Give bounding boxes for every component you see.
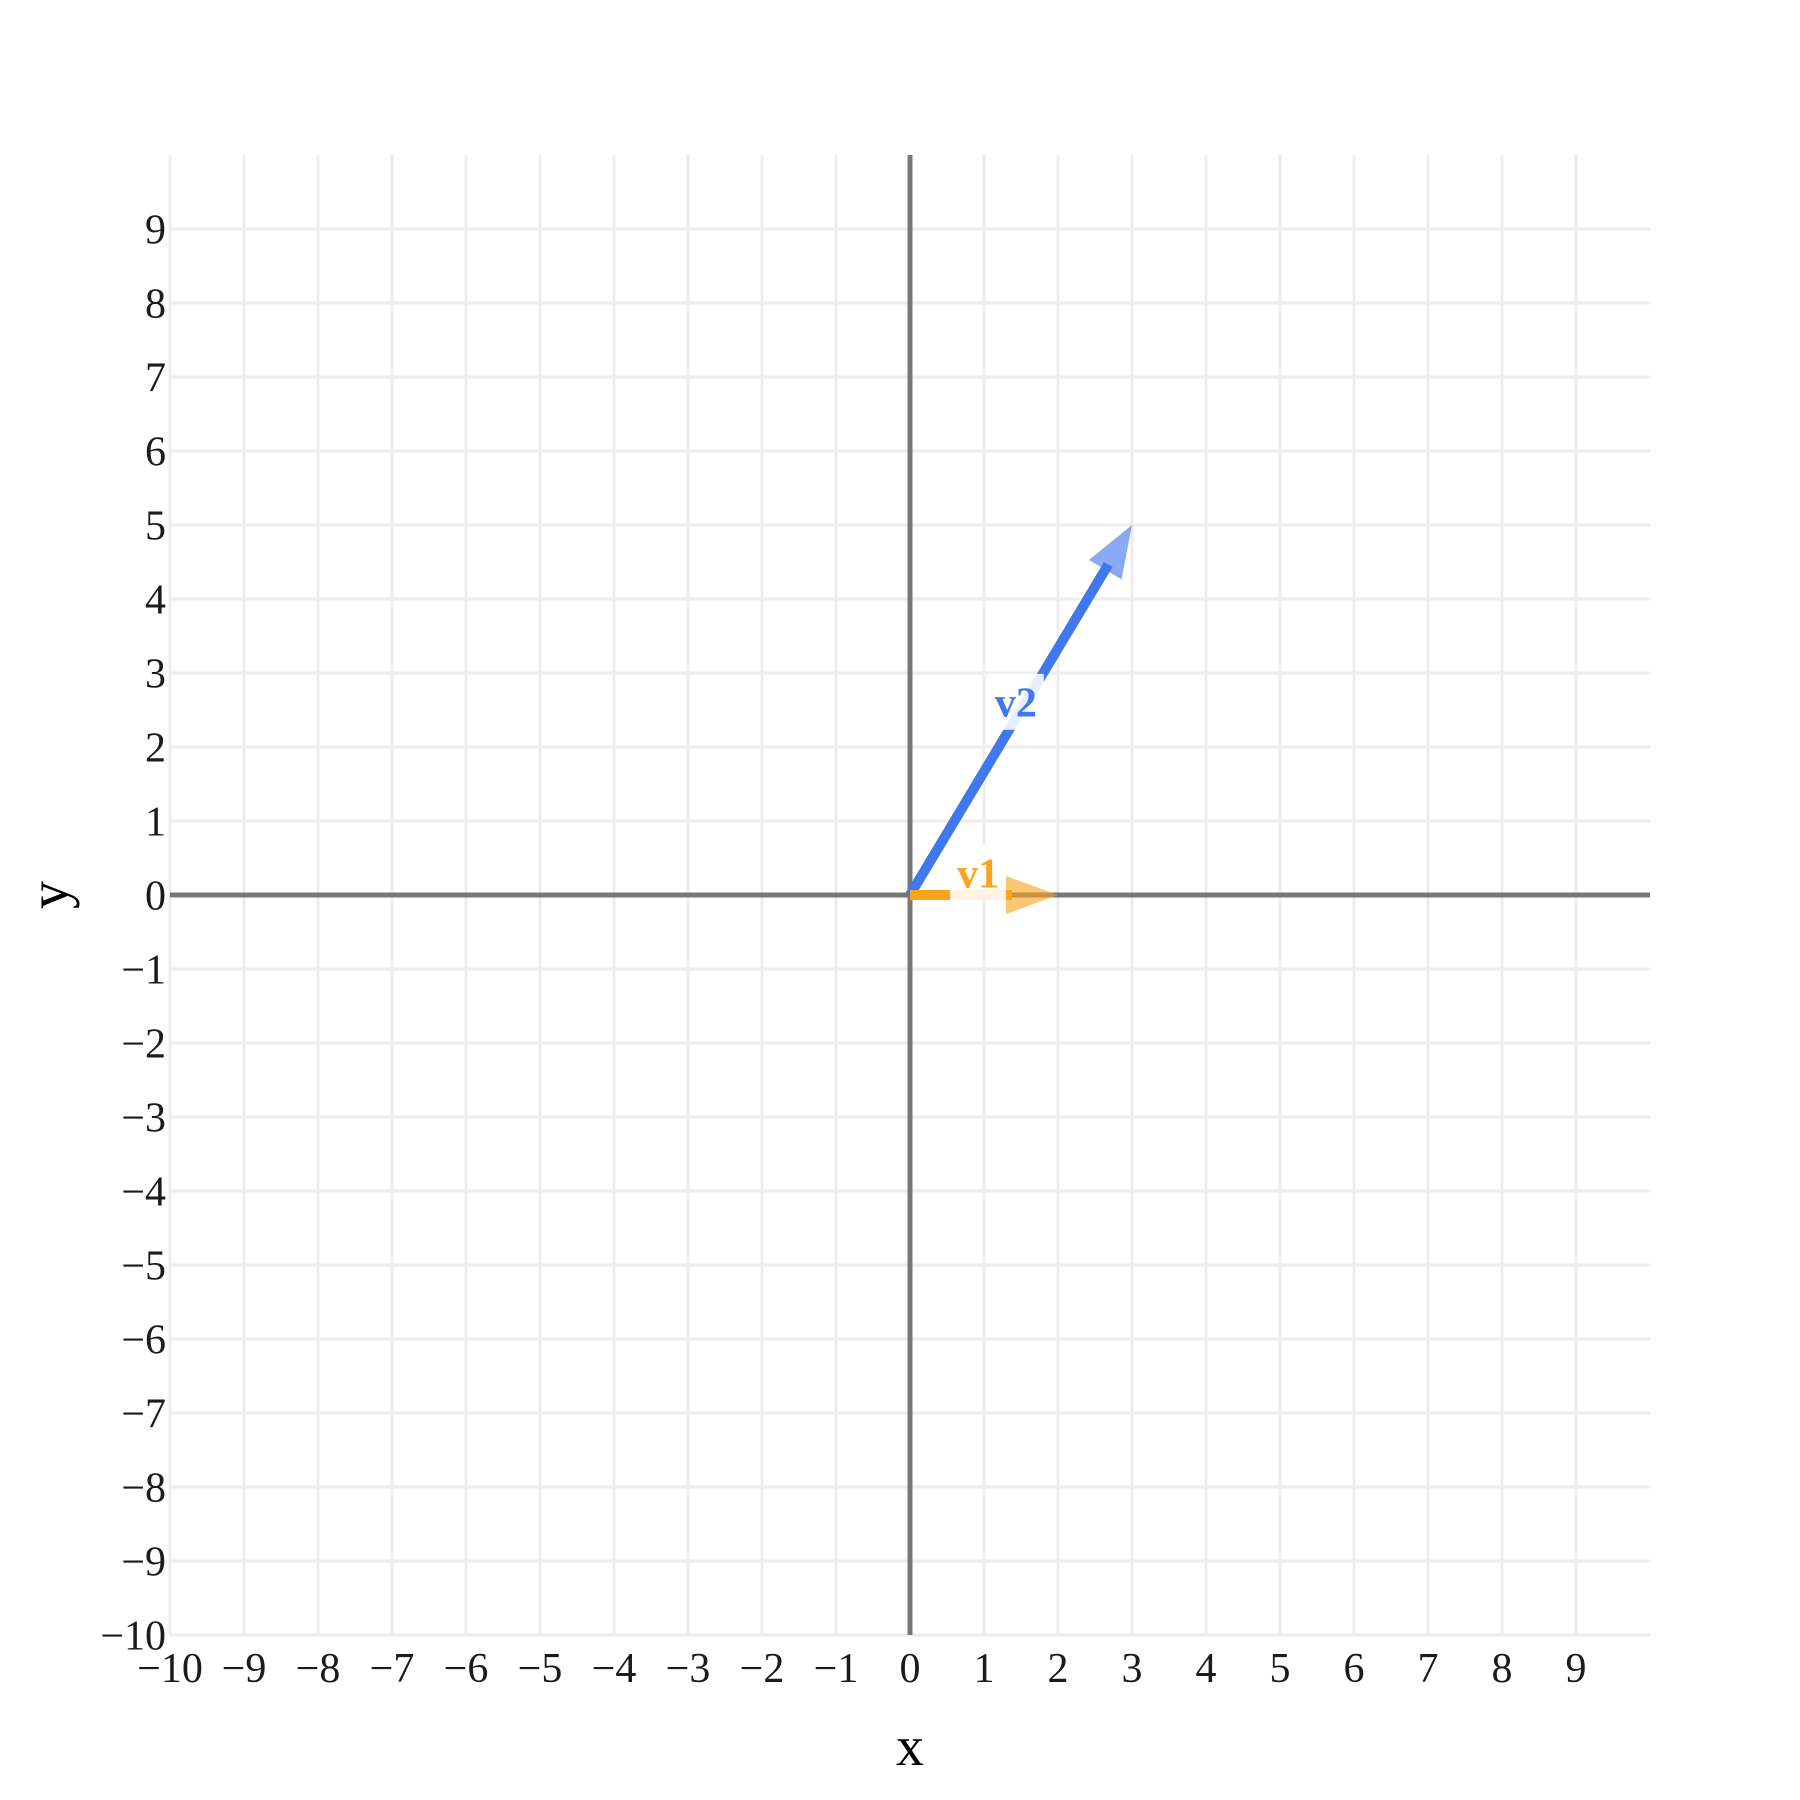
- y-tick-label: −1: [121, 948, 166, 994]
- y-tick-label: 1: [145, 800, 166, 846]
- x-tick-label: 9: [1566, 1646, 1587, 1692]
- y-tick-label: 6: [145, 430, 166, 476]
- x-tick-label: 6: [1344, 1646, 1365, 1692]
- vector-arrowhead: [1088, 525, 1132, 580]
- y-tick-label: 2: [145, 726, 166, 772]
- vector-arrowhead: [1006, 876, 1058, 914]
- x-tick-label: −5: [518, 1646, 563, 1692]
- y-tick-label: 9: [145, 208, 166, 254]
- vector-label: v1: [957, 852, 999, 898]
- y-tick-label: −5: [121, 1244, 166, 1290]
- x-tick-label: 3: [1122, 1646, 1143, 1692]
- x-tick-label: −7: [370, 1646, 415, 1692]
- x-tick-label: 4: [1196, 1646, 1217, 1692]
- y-tick-label: −4: [121, 1170, 166, 1216]
- vector-label-bbox: [987, 673, 1044, 730]
- y-tick-label: 4: [145, 578, 166, 624]
- x-tick-label: 7: [1418, 1646, 1439, 1692]
- y-tick-label: 3: [145, 652, 166, 698]
- y-tick-label: −3: [121, 1096, 166, 1142]
- vector-label: v2: [995, 681, 1037, 727]
- y-tick-label: 0: [145, 874, 166, 920]
- x-tick-label: 2: [1048, 1646, 1069, 1692]
- x-tick-label: −9: [222, 1646, 267, 1692]
- y-tick-label: −9: [121, 1540, 166, 1586]
- x-tick-label: −1: [814, 1646, 859, 1692]
- x-tick-labels: −10 −9 −8 −7 −6 −5 −4 −3 −2 −1 0 1 2 3 4 5 6 7 8 9: [137, 1646, 1586, 1692]
- vector-v2: v2: [905, 525, 1132, 898]
- x-tick-label: −8: [296, 1646, 341, 1692]
- x-tick-label: 1: [974, 1646, 995, 1692]
- x-tick-label: 8: [1492, 1646, 1513, 1692]
- y-tick-label: −10: [100, 1614, 166, 1660]
- y-axis-title: y: [19, 881, 81, 909]
- x-tick-label: −10: [137, 1646, 203, 1692]
- y-tick-label: −7: [121, 1392, 166, 1438]
- x-tick-label: −6: [444, 1646, 489, 1692]
- x-axis-title: x: [896, 1716, 924, 1778]
- x-tick-label: −4: [592, 1646, 637, 1692]
- y-tick-label: −8: [121, 1466, 166, 1512]
- x-tick-label: −2: [740, 1646, 785, 1692]
- vector-v1: v1: [910, 844, 1058, 914]
- y-tick-label: 8: [145, 282, 166, 328]
- x-tick-label: −3: [666, 1646, 711, 1692]
- x-tick-label: 5: [1270, 1646, 1291, 1692]
- y-tick-label: 5: [145, 504, 166, 550]
- vector-label-bbox: [950, 844, 1007, 901]
- y-tick-label: 7: [145, 356, 166, 402]
- y-tick-label: −6: [121, 1318, 166, 1364]
- y-tick-label: −2: [121, 1022, 166, 1068]
- x-tick-label: 0: [900, 1646, 921, 1692]
